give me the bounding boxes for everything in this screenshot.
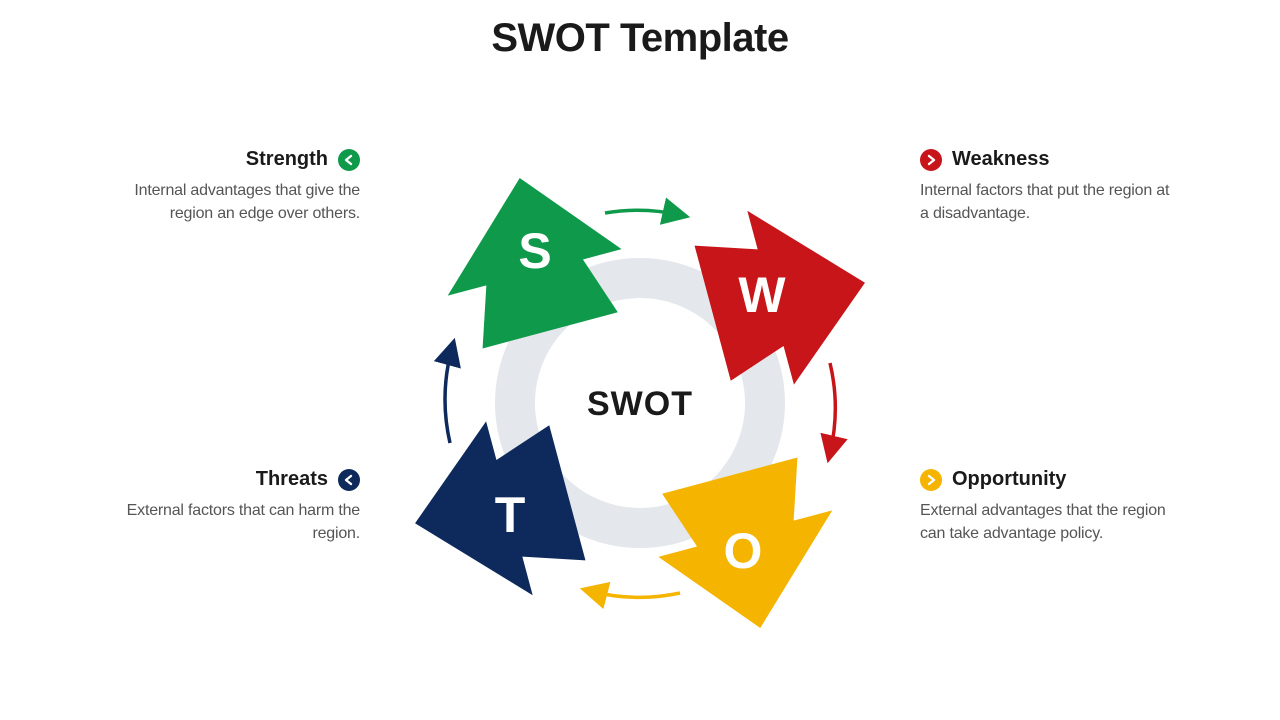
cycle-arrow-right [830, 363, 835, 453]
arrow-left-icon [338, 469, 360, 491]
cycle-arrow-left [445, 348, 452, 443]
arrow-right-icon [920, 149, 942, 171]
desc-threats: External factors that can harm the regio… [100, 499, 360, 545]
swot-svg: SWOT S W O T [380, 143, 900, 663]
text-block-opportunity: Opportunity External advantages that the… [920, 468, 1180, 545]
arrow-shape-o: O [643, 453, 857, 649]
arrow-shape-w: W [689, 186, 885, 400]
letter-w: W [738, 267, 786, 323]
head-opportunity: Opportunity [952, 468, 1066, 491]
arrow-left-icon [338, 149, 360, 171]
swot-diagram: SWOT S W O T [380, 143, 900, 663]
center-label: SWOT [587, 385, 693, 423]
letter-o: O [724, 523, 763, 579]
desc-opportunity: External advantages that the region can … [920, 499, 1180, 545]
arrow-shape-t: T [394, 406, 590, 620]
letter-s: S [518, 223, 551, 279]
text-block-strength: Strength Internal advantages that give t… [100, 148, 360, 225]
cycle-arrow-bottom [590, 591, 680, 597]
page-title: SWOT Template [0, 16, 1280, 61]
head-weakness: Weakness [952, 148, 1049, 171]
cycle-arrow-top [605, 210, 680, 215]
text-block-weakness: Weakness Internal factors that put the r… [920, 148, 1180, 225]
arrow-right-icon [920, 469, 942, 491]
head-strength: Strength [246, 148, 328, 171]
desc-weakness: Internal factors that put the region at … [920, 179, 1180, 225]
desc-strength: Internal advantages that give the region… [100, 179, 360, 225]
text-block-threats: Threats External factors that can harm t… [100, 468, 360, 545]
head-threats: Threats [256, 468, 328, 491]
arrow-shape-s: S [423, 158, 637, 354]
letter-t: T [495, 487, 526, 543]
